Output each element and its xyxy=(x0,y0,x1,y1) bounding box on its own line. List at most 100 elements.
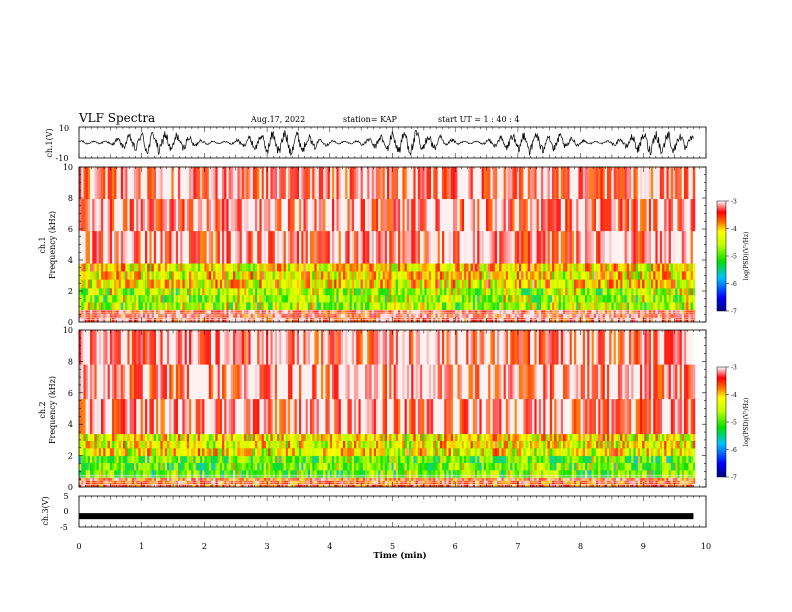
spectrogram-cell xyxy=(481,295,485,303)
spectrogram-cell xyxy=(131,302,135,311)
spectrogram-cell xyxy=(516,287,520,296)
spectrogram-cell xyxy=(446,271,449,281)
spectrogram-cell xyxy=(274,263,278,272)
spectrogram-cell xyxy=(532,199,535,232)
spectrogram-cell xyxy=(94,440,97,449)
spectrogram-cell xyxy=(147,231,150,264)
spectrogram-cell xyxy=(398,287,401,296)
spectrogram-cell xyxy=(118,295,122,303)
spectrogram-cell xyxy=(149,483,152,487)
spectrogram-cell xyxy=(657,199,661,232)
spectrogram-cell xyxy=(626,302,630,311)
spectrogram-cell xyxy=(332,287,335,296)
spectrogram-cell xyxy=(582,263,586,272)
spectrogram-cell xyxy=(565,279,568,289)
spectrogram-cell xyxy=(391,231,394,264)
spectrogram-cell xyxy=(376,279,379,289)
spectrogram-cell xyxy=(684,279,687,289)
spectrogram-cell xyxy=(246,302,249,311)
spectrogram-cell xyxy=(488,287,491,296)
spectrogram-cell xyxy=(545,199,548,232)
spectrogram-cell xyxy=(281,455,284,464)
spectrogram-cell xyxy=(323,295,326,303)
spectrogram-cell xyxy=(105,309,108,315)
spectrogram-cell xyxy=(554,231,557,264)
spectrogram-cell xyxy=(668,167,672,200)
spectrogram-cell xyxy=(534,167,537,200)
spectrogram-cell xyxy=(116,470,119,479)
spectrogram-cell xyxy=(103,167,106,200)
spectrogram-cell xyxy=(204,199,207,232)
spectrogram-cell xyxy=(334,309,337,315)
spectrogram-cell xyxy=(193,470,196,479)
spectrogram-cell xyxy=(560,263,564,272)
spectrogram-cell xyxy=(158,271,161,281)
spectrogram-cell xyxy=(626,295,630,303)
spectrogram-cell xyxy=(409,167,412,200)
spectrogram-cell xyxy=(281,302,284,311)
spectrogram-cell xyxy=(365,287,368,296)
spectrogram-cell xyxy=(637,167,641,200)
spectrogram-cell xyxy=(439,287,443,296)
spectrogram-cell xyxy=(274,302,278,311)
spectrogram-cell xyxy=(200,295,203,303)
spectrogram-cell xyxy=(167,364,170,400)
spectrogram-cell xyxy=(433,295,436,303)
spectrogram-cell xyxy=(213,462,216,471)
spectrogram-cell xyxy=(145,167,148,200)
spectrogram-cell xyxy=(156,271,159,281)
spectrogram-cell xyxy=(158,470,161,479)
spectrogram-cell xyxy=(420,263,423,272)
spectrogram-cell xyxy=(164,462,168,471)
spectrogram-cell xyxy=(510,287,513,296)
spectrogram-cell xyxy=(296,287,300,296)
spectrogram-cell xyxy=(644,263,647,272)
spectrogram-cell xyxy=(257,287,260,296)
spectrogram-cell xyxy=(593,295,597,303)
spectrogram-cell xyxy=(668,279,672,289)
spectrogram-cell xyxy=(345,279,348,289)
spectrogram-cell xyxy=(439,231,443,264)
spectrogram-cell xyxy=(213,448,216,457)
spectrogram-cell xyxy=(208,483,212,487)
spectrogram-cell xyxy=(312,263,315,272)
spectrogram-cell xyxy=(224,302,227,311)
spectrogram-cell xyxy=(538,231,542,264)
spectrogram-cell xyxy=(173,470,177,479)
spectrogram-cell xyxy=(283,287,287,296)
spectrogram-cell xyxy=(545,287,548,296)
spectrogram-cell xyxy=(662,263,665,272)
spectrogram-cell xyxy=(145,477,148,482)
spectrogram-cell xyxy=(347,231,350,264)
spectrogram-cell xyxy=(204,295,207,303)
spectrogram-cell xyxy=(151,167,155,200)
spectrogram-cell xyxy=(248,231,251,264)
spectrogram-cell xyxy=(569,271,573,281)
spectrogram-cell xyxy=(681,167,685,200)
spectrogram-cell xyxy=(362,167,366,200)
spectrogram-cell xyxy=(523,309,526,315)
spectrogram-cell xyxy=(129,271,133,281)
spectrogram-cell xyxy=(266,271,269,281)
spectrogram-cell xyxy=(204,399,207,435)
spectrogram-cell xyxy=(226,231,229,264)
spectrogram-cell xyxy=(384,231,388,264)
spectrogram-cell xyxy=(266,462,269,471)
spectrogram-cell xyxy=(204,279,207,289)
spectrogram-cell xyxy=(239,330,243,366)
spectrogram-cell xyxy=(459,279,463,289)
spectrogram-cell xyxy=(455,295,458,303)
spectrogram-cell xyxy=(151,263,155,272)
spectrogram-cell xyxy=(681,295,685,303)
spectrogram-cell xyxy=(481,231,485,264)
spectrogram-cell xyxy=(426,167,430,200)
spectrogram-cell xyxy=(118,330,122,366)
spectrogram-cell xyxy=(200,470,203,479)
spectrogram-cell xyxy=(417,263,421,272)
spectrogram-cell xyxy=(173,271,177,281)
spectrogram-cell xyxy=(239,271,243,281)
spectrogram-cell xyxy=(101,199,104,232)
spectrogram-cell xyxy=(92,399,95,435)
spectrogram-cell xyxy=(219,470,223,479)
spectrogram-cell xyxy=(156,309,159,315)
